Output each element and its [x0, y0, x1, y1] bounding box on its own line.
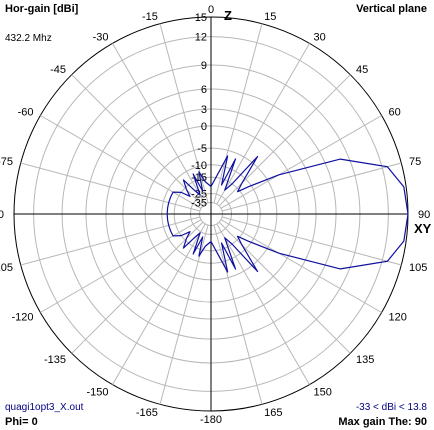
radial-tick-label: 0 [201, 121, 207, 133]
angle-label: -150 [86, 387, 108, 399]
grid-spoke [112, 43, 206, 205]
angle-label: 165 [264, 407, 282, 419]
angle-label: 0 [208, 4, 214, 16]
filename-label: quagi1opt3_X.out [5, 402, 84, 413]
angle-label: -30 [93, 32, 109, 44]
angle-label: 60 [389, 107, 401, 119]
angle-label: 30 [314, 32, 326, 44]
grid-spoke [220, 219, 382, 313]
angle-label: 90 [418, 209, 430, 221]
angle-label: -15 [142, 11, 158, 23]
grid-spoke [218, 74, 351, 207]
radial-tick-label: -35 [191, 198, 207, 210]
grid-spoke [218, 221, 351, 354]
radial-tick-label: 3 [201, 104, 207, 116]
grid-spoke [40, 219, 202, 313]
angle-label: 15 [264, 11, 276, 23]
grid-spoke [220, 115, 382, 209]
radial-tick-label: 12 [195, 32, 207, 44]
grid-spoke [213, 23, 263, 204]
angle-label: -135 [44, 354, 66, 366]
grid-spoke [112, 223, 206, 385]
angle-label: -90 [0, 209, 4, 221]
axis-z-label: Z [224, 8, 232, 23]
max-gain-label: Max gain The: 90 [338, 416, 427, 428]
gain-pattern-line [166, 155, 409, 273]
radial-tick-label: -10 [191, 160, 207, 172]
grid-spoke [221, 216, 402, 266]
left-title: Hor-gain [dBi] [5, 3, 79, 15]
frequency-label: 432.2 Mhz [5, 33, 52, 44]
grid-spoke [216, 43, 310, 205]
radial-tick-label: 15 [195, 12, 207, 24]
grid-spoke [71, 221, 204, 354]
grid-spoke [20, 216, 201, 266]
phi-label: Phi= 0 [5, 416, 38, 428]
angle-label: -120 [11, 312, 33, 324]
angle-label: -45 [50, 64, 66, 76]
grid-spoke [40, 115, 202, 209]
gain-range-label: -33 < dBi < 13.8 [355, 402, 427, 413]
angle-label: 135 [356, 354, 374, 366]
radial-tick-label: 6 [201, 84, 207, 96]
grid-spoke [159, 224, 209, 405]
angle-label: -60 [18, 107, 34, 119]
angle-label: -105 [0, 262, 13, 274]
angle-label: 45 [356, 64, 368, 76]
angle-label: 150 [314, 387, 332, 399]
angle-label: -75 [0, 156, 13, 168]
grid-spoke [221, 162, 402, 212]
radial-tick-label: -5 [197, 143, 207, 155]
angle-label: -180 [200, 414, 222, 426]
grid-spoke [213, 224, 263, 405]
angle-label: -165 [136, 407, 158, 419]
axis-xy-label: XY [414, 221, 432, 236]
grid-spoke [216, 223, 310, 385]
grid-spoke [20, 162, 201, 212]
right-title: Vertical plane [356, 3, 427, 15]
grid-spoke [71, 74, 204, 207]
angle-label: 75 [409, 156, 421, 168]
angle-label: 105 [409, 262, 427, 274]
angle-label: 120 [389, 312, 407, 324]
radial-tick-label: 9 [201, 60, 207, 72]
